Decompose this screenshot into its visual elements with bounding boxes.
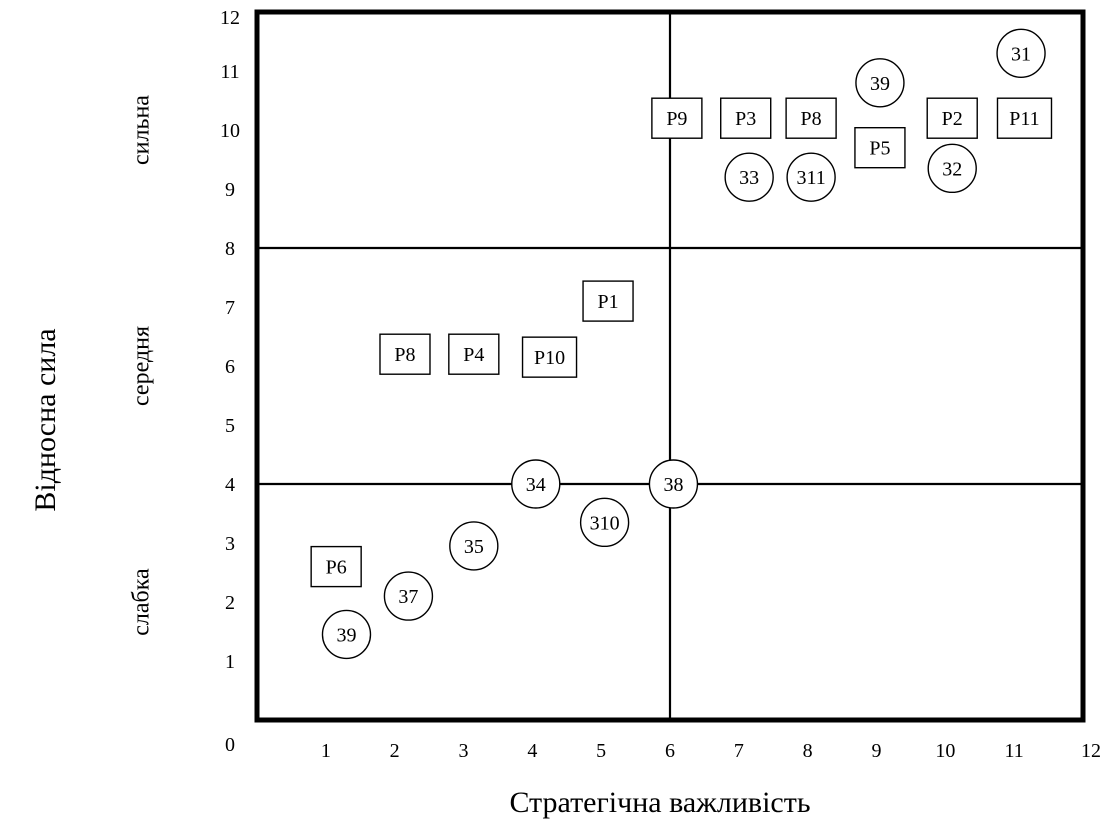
circle-marker: 32 [927, 143, 977, 194]
y-tick-label: 12 [220, 7, 240, 29]
y-tick-label: 3 [225, 533, 235, 555]
x-tick-label: 6 [665, 740, 675, 762]
y-tick-label: 10 [220, 120, 240, 142]
marker-label: P2 [942, 108, 963, 130]
square-marker: P4 [448, 333, 500, 375]
y-tick-label: 7 [225, 297, 235, 319]
circle-marker-ring [321, 609, 372, 660]
marker-label: P10 [534, 347, 565, 369]
circle-marker-ring [927, 143, 977, 194]
y-tick-label: 0 [225, 734, 235, 756]
marker-label: 39 [336, 624, 356, 646]
marker-label: 33 [739, 167, 759, 189]
x-tick-label: 12 [1081, 740, 1101, 762]
marker-label: 37 [398, 586, 418, 608]
x-axis-title: Стратегічна важливість [509, 786, 810, 819]
x-tick-label: 4 [527, 740, 537, 762]
circle-marker: 33 [724, 152, 774, 202]
square-marker-box [651, 97, 703, 139]
marker-label: P8 [394, 344, 415, 366]
x-tick-label: 11 [1005, 740, 1024, 762]
square-marker-box [720, 97, 772, 139]
y-tick-label: 5 [225, 415, 235, 437]
square-marker-box [926, 97, 978, 139]
square-marker: P8 [379, 333, 431, 375]
y-axis-title: Відносна сила [29, 328, 62, 511]
square-marker-box [379, 333, 431, 375]
x-tick-label: 3 [459, 740, 469, 762]
circle-marker-ring [724, 152, 774, 202]
square-marker: P3 [720, 97, 772, 139]
circle-marker-ring [449, 521, 499, 571]
x-tick-label: 7 [734, 740, 744, 762]
band-label: середня [129, 326, 155, 406]
square-marker: P10 [521, 336, 578, 378]
marker-label: 39 [870, 73, 890, 95]
marker-label: 31 [1011, 43, 1031, 65]
marker-label: 310 [590, 512, 620, 534]
circle-marker-ring [383, 571, 434, 621]
x-tick-label: 2 [390, 740, 400, 762]
square-marker-box [785, 97, 837, 139]
y-tick-label: 11 [220, 61, 239, 83]
y-tick-label: 8 [225, 238, 235, 260]
circle-marker: 310 [579, 497, 630, 548]
marker-label: 38 [663, 474, 683, 496]
square-marker: P5 [854, 126, 906, 169]
circle-marker-ring [511, 459, 561, 509]
circle-marker-ring [579, 497, 630, 548]
circle-marker: 38 [648, 459, 699, 509]
square-marker: P8 [785, 97, 837, 139]
marker-label: P5 [869, 138, 890, 160]
marker-label: P8 [801, 108, 822, 130]
circle-marker-ring [855, 58, 905, 108]
circle-marker-ring [786, 152, 836, 202]
y-tick-label: 4 [225, 474, 235, 496]
square-marker-box [996, 97, 1053, 139]
circle-marker: 31 [996, 28, 1046, 78]
square-marker-box [854, 126, 906, 169]
y-tick-label: 9 [225, 179, 235, 201]
square-marker: P2 [926, 97, 978, 139]
marker-label: P4 [463, 344, 484, 366]
y-tick-label: 6 [225, 356, 235, 378]
square-marker: P6 [310, 545, 362, 588]
x-tick-label: 1 [321, 740, 331, 762]
square-marker: P9 [651, 97, 703, 139]
circle-marker-ring [996, 28, 1046, 78]
marker-label: P3 [735, 108, 756, 130]
x-tick-label: 5 [596, 740, 606, 762]
marker-label: P1 [597, 291, 618, 313]
circle-marker: 39 [321, 609, 372, 660]
marker-label: P11 [1009, 108, 1039, 130]
marker-label: P6 [326, 557, 347, 579]
circle-marker: 311 [786, 152, 836, 202]
x-tick-label: 9 [872, 740, 882, 762]
band-label: слабка [129, 568, 155, 636]
y-tick-label: 2 [225, 592, 235, 614]
square-marker-box [448, 333, 500, 375]
y-tick-label: 1 [225, 651, 235, 673]
x-tick-label: 8 [803, 740, 813, 762]
square-marker: P1 [582, 280, 634, 322]
square-marker-box [521, 336, 578, 378]
circle-marker: 39 [855, 58, 905, 108]
band-label: сильна [129, 95, 155, 165]
marker-label: P9 [666, 108, 687, 130]
square-marker-box [310, 545, 362, 588]
marker-label: 311 [796, 167, 825, 189]
square-marker-box [582, 280, 634, 322]
marker-label: 35 [464, 536, 484, 558]
x-tick-label: 10 [935, 740, 955, 762]
circle-marker: 34 [511, 459, 561, 509]
marker-label: 32 [942, 158, 962, 180]
circle-marker-ring [648, 459, 699, 509]
circle-marker: 37 [383, 571, 434, 621]
circle-marker: 35 [449, 521, 499, 571]
marker-label: 34 [526, 474, 546, 496]
square-marker: P11 [996, 97, 1053, 139]
